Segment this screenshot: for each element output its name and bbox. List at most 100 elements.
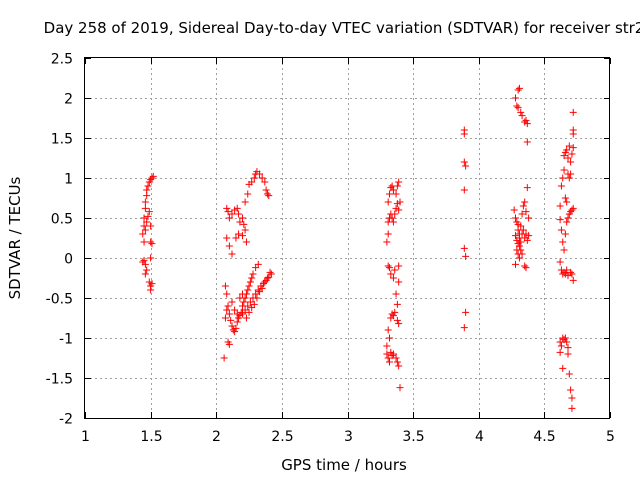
data-point [244,302,252,310]
y-tick-label: -1.5 [46,372,73,388]
data-point [519,226,527,234]
data-point [462,162,470,170]
data-point [462,308,470,316]
data-point [141,260,149,268]
data-point [225,242,233,250]
data-point [391,210,399,218]
data-point [512,214,519,222]
data-point [223,306,231,314]
data-point [386,264,393,272]
x-tick-label: 1 [81,429,90,445]
data-point [241,226,249,234]
plot-frame [84,57,610,419]
data-point [388,214,396,222]
data-point [228,298,236,306]
data-point [389,312,397,320]
data-point [389,350,397,358]
data-point [225,214,233,222]
data-point [512,94,519,102]
data-point [140,214,148,222]
y-tick-label: 0.5 [51,212,73,228]
y-tick-label: 1 [64,172,73,188]
data-point [514,86,522,94]
data-point [563,338,571,346]
data-point [250,300,258,308]
x-axis-label: GPS time / hours [281,456,407,474]
data-point [389,274,397,282]
data-point [557,226,565,234]
data-point [254,286,262,294]
y-tick-labels: -2 -1.5 -1 -0.5 0 0.5 1 1.5 2 2.5 [46,52,73,428]
data-point [244,190,252,198]
data-point [522,116,530,124]
data-point [242,314,250,322]
data-point [220,354,228,362]
data-point [396,384,404,392]
data-point [563,146,571,154]
data-point [232,234,240,242]
data-point [460,186,468,194]
data-point [232,324,240,332]
data-point [564,154,572,162]
data-point [256,170,264,178]
data-point [223,234,231,242]
data-point [568,394,576,402]
data-point [227,316,235,324]
data-point [392,290,400,298]
data-point [523,184,531,192]
data-point [148,280,156,288]
data-point [556,202,564,210]
data-point [147,238,155,246]
data-point [523,120,531,128]
data-point [262,186,270,194]
data-point [140,256,148,264]
data-point [523,138,531,146]
data-point [522,208,530,216]
data-point [556,338,564,346]
data-point [559,174,567,182]
data-point [252,290,260,298]
data-point [460,130,468,138]
data-point [522,264,530,272]
data-point [143,218,151,226]
data-point [560,166,568,174]
data-point [513,102,521,110]
data-point [521,198,529,206]
chart-title: Day 258 of 2019, Sidereal Day-to-day VTE… [44,19,640,37]
data-point [143,266,151,274]
data-point [518,210,526,218]
data-point [569,144,577,152]
data-point [223,204,231,212]
data-point [258,174,266,182]
y-tick-label: -1 [59,332,73,348]
data-point [517,246,525,254]
data-point [228,322,236,330]
x-tick-label: 2 [212,429,221,445]
data-point [393,358,401,366]
data-point [389,186,397,194]
data-point [239,232,246,240]
data-point [236,294,244,302]
x-tick-label: 4 [475,429,484,445]
data-point [567,386,575,394]
data-point [563,218,571,226]
data-point [235,210,243,218]
data-point [564,214,572,222]
data-point [517,108,525,116]
data-point [519,202,527,210]
data-point [383,342,391,350]
data-point [258,284,266,292]
data-points [139,84,577,412]
data-point [569,126,577,134]
data-point [233,310,241,318]
data-point [460,324,468,332]
data-point [231,328,239,336]
data-point [261,278,269,286]
data-point [517,222,525,230]
data-point [567,170,575,178]
data-point [569,108,577,116]
data-point [518,112,526,120]
data-point [384,354,392,362]
data-point [147,254,155,262]
